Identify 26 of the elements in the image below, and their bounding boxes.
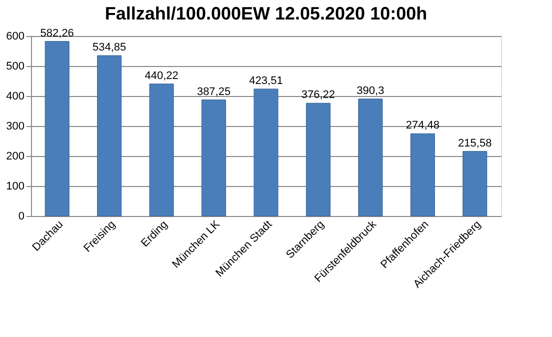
y-tick-label: 300	[6, 120, 24, 132]
y-tick-label: 400	[6, 90, 24, 102]
bar	[358, 98, 383, 216]
bar	[97, 55, 122, 216]
data-label: 274,48	[406, 120, 440, 132]
y-tick-label: 500	[6, 60, 24, 72]
bar	[462, 151, 488, 216]
bar	[44, 41, 70, 216]
data-label: 215,58	[458, 137, 492, 150]
y-tick-label: 100	[6, 180, 24, 192]
bar	[410, 133, 435, 216]
bar	[149, 84, 174, 216]
data-label: 376,22	[301, 89, 336, 102]
data-label: 423,51	[249, 74, 283, 87]
bar	[254, 88, 278, 216]
bar	[306, 102, 330, 216]
data-label: 387,25	[196, 86, 231, 98]
data-label: 390,3	[356, 84, 384, 97]
chart-title: Fallzahl/100.000EW 12.05.2020 10:00h	[104, 3, 428, 24]
y-tick-label: 200	[6, 150, 24, 162]
y-tick-label: 0	[18, 210, 24, 222]
y-tick-label: 600	[6, 30, 24, 42]
data-label: 440,22	[144, 70, 178, 82]
data-label: 534,85	[92, 42, 126, 54]
data-label: 582,26	[40, 27, 74, 40]
bar	[202, 100, 226, 216]
